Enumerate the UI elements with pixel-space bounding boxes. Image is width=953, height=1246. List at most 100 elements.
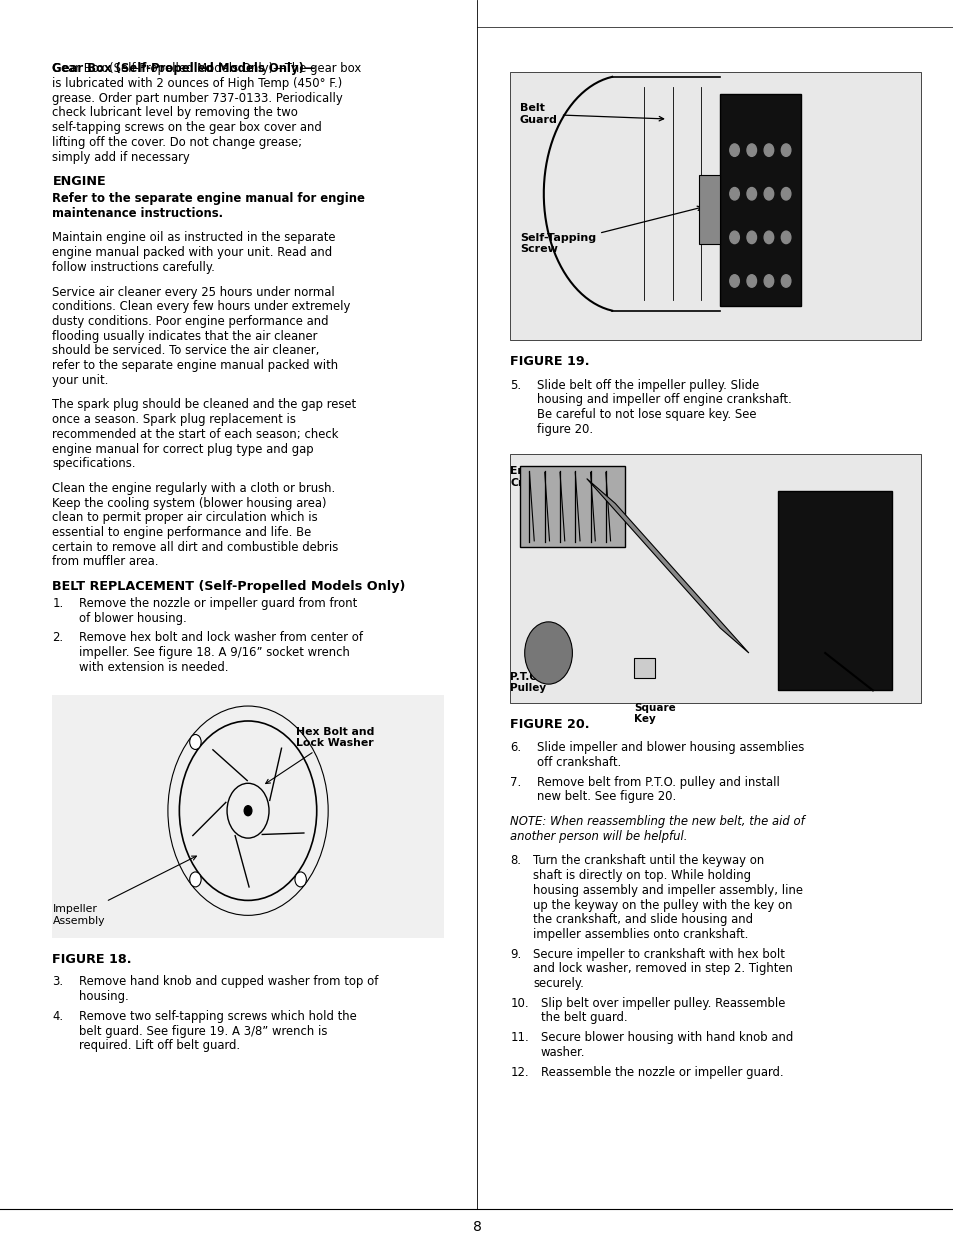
Text: 1.: 1. xyxy=(52,597,64,611)
FancyBboxPatch shape xyxy=(634,658,655,678)
Circle shape xyxy=(746,232,756,244)
Text: is lubricated with 2 ounces of High Temp (450° F.): is lubricated with 2 ounces of High Temp… xyxy=(52,77,342,90)
Text: 2.: 2. xyxy=(52,632,64,644)
Text: Reassemble the nozzle or impeller guard.: Reassemble the nozzle or impeller guard. xyxy=(540,1065,782,1079)
Circle shape xyxy=(729,145,739,157)
FancyBboxPatch shape xyxy=(519,466,624,547)
Circle shape xyxy=(763,232,773,244)
Text: essential to engine performance and life. Be: essential to engine performance and life… xyxy=(52,526,312,540)
FancyBboxPatch shape xyxy=(720,93,801,305)
Circle shape xyxy=(729,187,739,199)
Text: Maintain engine oil as instructed in the separate: Maintain engine oil as instructed in the… xyxy=(52,232,335,244)
Text: check lubricant level by removing the two: check lubricant level by removing the tw… xyxy=(52,106,298,120)
Text: Secure blower housing with hand knob and: Secure blower housing with hand knob and xyxy=(540,1032,792,1044)
Text: clean to permit proper air circulation which is: clean to permit proper air circulation w… xyxy=(52,511,317,525)
Text: ENGINE: ENGINE xyxy=(52,176,106,188)
Text: Clean the engine regularly with a cloth or brush.: Clean the engine regularly with a cloth … xyxy=(52,482,335,495)
Text: engine manual for correct plug type and gap: engine manual for correct plug type and … xyxy=(52,442,314,456)
Circle shape xyxy=(781,187,790,199)
Text: engine manual packed with your unit. Read and: engine manual packed with your unit. Rea… xyxy=(52,247,333,259)
Text: Engine
Crankshaft: Engine Crankshaft xyxy=(510,466,577,487)
Text: the belt guard.: the belt guard. xyxy=(540,1012,627,1024)
Text: of blower housing.: of blower housing. xyxy=(79,612,187,624)
Text: recommended at the start of each season; check: recommended at the start of each season;… xyxy=(52,427,338,441)
Text: 8.: 8. xyxy=(510,855,521,867)
FancyBboxPatch shape xyxy=(510,72,920,340)
Circle shape xyxy=(763,275,773,288)
Text: figure 20.: figure 20. xyxy=(537,422,593,436)
FancyBboxPatch shape xyxy=(510,454,920,703)
Circle shape xyxy=(781,145,790,157)
Text: off crankshaft.: off crankshaft. xyxy=(537,756,620,769)
Text: your unit.: your unit. xyxy=(52,374,109,386)
Text: lifting off the cover. Do not change grease;: lifting off the cover. Do not change gre… xyxy=(52,136,302,148)
Text: the crankshaft, and slide housing and: the crankshaft, and slide housing and xyxy=(533,913,753,926)
Text: washer.: washer. xyxy=(540,1045,585,1059)
FancyBboxPatch shape xyxy=(52,695,443,938)
Text: and lock washer, removed in step 2. Tighten: and lock washer, removed in step 2. Tigh… xyxy=(533,962,792,976)
FancyBboxPatch shape xyxy=(699,174,720,244)
Text: housing assembly and impeller assembly, line: housing assembly and impeller assembly, … xyxy=(533,883,802,897)
Text: 3.: 3. xyxy=(52,976,64,988)
Text: grease. Order part number 737-0133. Periodically: grease. Order part number 737-0133. Peri… xyxy=(52,92,343,105)
Circle shape xyxy=(524,622,572,684)
Text: Remove hex bolt and lock washer from center of: Remove hex bolt and lock washer from cen… xyxy=(79,632,363,644)
Circle shape xyxy=(781,275,790,288)
Text: another person will be helpful.: another person will be helpful. xyxy=(510,830,687,842)
Text: Slide belt off the impeller pulley. Slide: Slide belt off the impeller pulley. Slid… xyxy=(537,379,759,391)
Text: Impeller
Assembly: Impeller Assembly xyxy=(52,856,196,926)
Text: Belt
Guard: Belt Guard xyxy=(519,103,663,125)
Text: 5.: 5. xyxy=(510,379,521,391)
Polygon shape xyxy=(586,478,748,653)
Text: FIGURE 20.: FIGURE 20. xyxy=(510,718,589,731)
Text: specifications.: specifications. xyxy=(52,457,136,470)
Text: from muffler area.: from muffler area. xyxy=(52,556,159,568)
Circle shape xyxy=(729,275,739,288)
Text: required. Lift off belt guard.: required. Lift off belt guard. xyxy=(79,1039,240,1052)
Circle shape xyxy=(746,145,756,157)
Text: Turn the crankshaft until the keyway on: Turn the crankshaft until the keyway on xyxy=(533,855,763,867)
Circle shape xyxy=(763,187,773,199)
Circle shape xyxy=(294,872,306,887)
Text: Square
Key: Square Key xyxy=(634,703,676,724)
Text: Remove hand knob and cupped washer from top of: Remove hand knob and cupped washer from … xyxy=(79,976,378,988)
Text: with extension is needed.: with extension is needed. xyxy=(79,660,229,674)
Text: 8: 8 xyxy=(472,1220,481,1235)
Text: BELT REPLACEMENT (Self-Propelled Models Only): BELT REPLACEMENT (Self-Propelled Models … xyxy=(52,581,405,593)
Circle shape xyxy=(190,734,201,749)
Text: Remove two self-tapping screws which hold the: Remove two self-tapping screws which hol… xyxy=(79,1009,356,1023)
Text: securely.: securely. xyxy=(533,977,583,991)
Circle shape xyxy=(244,806,252,816)
Text: Slip belt over impeller pulley. Reassemble: Slip belt over impeller pulley. Reassemb… xyxy=(540,997,784,1009)
Text: Hex Bolt and
Lock Washer: Hex Bolt and Lock Washer xyxy=(266,726,374,784)
Text: simply add if necessary: simply add if necessary xyxy=(52,151,190,163)
Text: Slide impeller and blower housing assemblies: Slide impeller and blower housing assemb… xyxy=(537,741,803,754)
Circle shape xyxy=(729,232,739,244)
Text: impeller assemblies onto crankshaft.: impeller assemblies onto crankshaft. xyxy=(533,928,748,941)
Circle shape xyxy=(190,872,201,887)
Text: Remove belt from P.T.O. pulley and install: Remove belt from P.T.O. pulley and insta… xyxy=(537,776,780,789)
Text: 10.: 10. xyxy=(510,997,529,1009)
Text: should be serviced. To service the air cleaner,: should be serviced. To service the air c… xyxy=(52,344,319,358)
Text: belt guard. See figure 19. A 3/8” wrench is: belt guard. See figure 19. A 3/8” wrench… xyxy=(79,1024,327,1038)
Text: dusty conditions. Poor engine performance and: dusty conditions. Poor engine performanc… xyxy=(52,315,329,328)
Text: 11.: 11. xyxy=(510,1032,529,1044)
Circle shape xyxy=(746,275,756,288)
Text: Keep the cooling system (blower housing area): Keep the cooling system (blower housing … xyxy=(52,497,327,510)
Text: Gear Box (Self-Propelled Models Only)—The gear box: Gear Box (Self-Propelled Models Only)—Th… xyxy=(52,62,361,75)
Text: conditions. Clean every few hours under extremely: conditions. Clean every few hours under … xyxy=(52,300,351,313)
Text: Secure impeller to crankshaft with hex bolt: Secure impeller to crankshaft with hex b… xyxy=(533,948,784,961)
Text: The spark plug should be cleaned and the gap reset: The spark plug should be cleaned and the… xyxy=(52,399,356,411)
Text: impeller. See figure 18. A 9/16” socket wrench: impeller. See figure 18. A 9/16” socket … xyxy=(79,647,350,659)
Text: 7.: 7. xyxy=(510,776,521,789)
FancyBboxPatch shape xyxy=(777,491,891,690)
Text: new belt. See figure 20.: new belt. See figure 20. xyxy=(537,790,676,804)
Text: FIGURE 18.: FIGURE 18. xyxy=(52,953,132,967)
Text: Belt: Belt xyxy=(843,629,868,639)
Text: follow instructions carefully.: follow instructions carefully. xyxy=(52,260,215,274)
Circle shape xyxy=(763,145,773,157)
Text: maintenance instructions.: maintenance instructions. xyxy=(52,207,223,219)
Text: 6.: 6. xyxy=(510,741,521,754)
Text: once a season. Spark plug replacement is: once a season. Spark plug replacement is xyxy=(52,414,296,426)
Circle shape xyxy=(746,187,756,199)
